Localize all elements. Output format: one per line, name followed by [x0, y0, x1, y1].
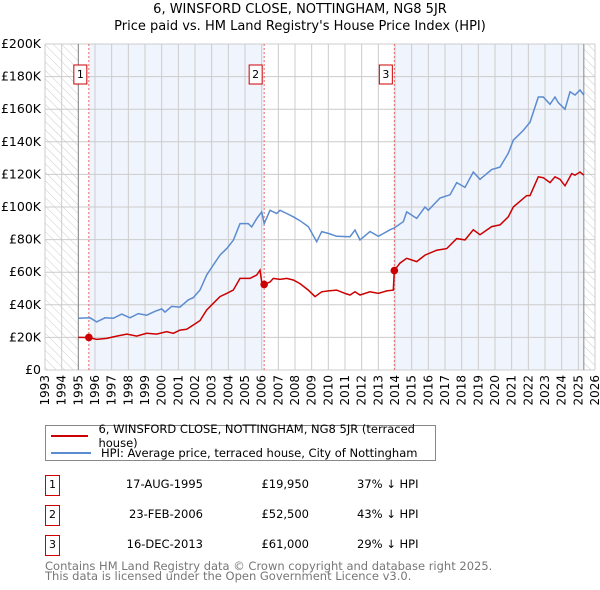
- x-tick-label: 2003: [205, 375, 219, 406]
- x-tick-label: 2008: [288, 375, 302, 406]
- sale-point: [390, 266, 399, 275]
- x-tick-label: 2012: [355, 375, 369, 406]
- sale-number-label: 2: [252, 68, 259, 81]
- y-tick-label: £120K: [1, 166, 42, 181]
- x-tick-label: 2006: [255, 375, 269, 406]
- price-chart: 1 2 3 1993 1994 1995 1996 1997 1998 1999 2000 2001…: [1, 36, 600, 406]
- legend-label: 6, WINSFORD CLOSE, NOTTINGHAM, NG8 5JR (…: [98, 422, 415, 450]
- x-tick-label: 2000: [155, 375, 169, 406]
- transaction-row: 3 16-DEC-2013 £61,000 29% ↓ HPI: [45, 535, 445, 557]
- x-tick-label: 2023: [538, 375, 552, 406]
- x-tick-label: 1994: [55, 375, 69, 406]
- sale-number-label: 3: [382, 68, 389, 81]
- x-tick-label: 2018: [455, 375, 469, 406]
- chart-legend: 6, WINSFORD CLOSE, NOTTINGHAM, NG8 5JR (…: [45, 422, 436, 461]
- x-tick-label: 1998: [121, 375, 135, 406]
- y-tick-label: £140K: [1, 134, 42, 149]
- x-tick-label: 2009: [305, 375, 319, 406]
- x-tick-label: 2010: [321, 375, 335, 406]
- transaction-hpi-diff: 29% ↓ HPI: [357, 537, 419, 551]
- chart-title: 6, WINSFORD CLOSE, NOTTINGHAM, NG8 5JR: [153, 2, 447, 17]
- transaction-price: £19,950: [261, 477, 309, 491]
- x-tick-label: 1995: [71, 375, 85, 406]
- x-tick-label: 2015: [405, 375, 419, 406]
- x-tick-label: 2016: [421, 375, 435, 406]
- sale-number-box: [378, 64, 393, 85]
- transaction-date: 23-FEB-2006: [129, 507, 203, 521]
- x-tick-label: 2004: [221, 375, 235, 406]
- legend-swatch-blue: [51, 452, 91, 454]
- transaction-number: 2: [45, 505, 60, 526]
- x-tick-label: 2005: [238, 375, 252, 406]
- sale-point: [85, 333, 93, 342]
- x-tick-label: 1993: [38, 375, 52, 406]
- transaction-hpi-diff: 37% ↓ HPI: [357, 477, 419, 491]
- y-tick-label: £200K: [1, 36, 42, 51]
- x-tick-label: 2001: [171, 375, 185, 406]
- x-tick-label: 2026: [588, 375, 600, 406]
- transaction-row: 1 17-AUG-1995 £19,950 37% ↓ HPI: [45, 475, 445, 497]
- transaction-price: £52,500: [261, 507, 309, 521]
- x-tick-label: 2019: [471, 375, 485, 406]
- y-tick-label: £60K: [9, 264, 42, 279]
- series-line: [78, 88, 585, 323]
- x-tick-label: 2014: [388, 375, 402, 406]
- y-tick-label: £40K: [9, 297, 42, 312]
- x-tick-label: 2011: [338, 375, 352, 406]
- x-tick-label: 2021: [505, 375, 519, 406]
- y-tick-label: £100K: [1, 199, 42, 214]
- sale-number-label: 1: [77, 68, 84, 81]
- sale-point: [260, 280, 268, 289]
- legend-item-hpi: HPI: Average price, terraced house, City…: [51, 445, 417, 461]
- legend-swatch-red: [51, 435, 89, 437]
- x-tick-label: 1997: [105, 375, 119, 406]
- x-tick-label: 2022: [521, 375, 535, 406]
- x-tick-label: 2025: [571, 375, 585, 406]
- footer-licence: This data is licensed under the Open Gov…: [45, 569, 412, 583]
- transaction-number: 1: [45, 475, 60, 496]
- x-tick-label: 2020: [488, 375, 502, 406]
- transaction-number: 3: [45, 535, 60, 556]
- x-tick-label: 2007: [271, 375, 285, 406]
- x-tick-label: 1999: [138, 375, 152, 406]
- x-tick-label: 2013: [371, 375, 385, 406]
- legend-label: HPI: Average price, terraced house, City…: [101, 446, 418, 460]
- sale-number-box: [248, 64, 263, 85]
- y-tick-label: £160K: [1, 101, 42, 116]
- transaction-date: 17-AUG-1995: [125, 477, 203, 491]
- y-tick-label: £180K: [1, 69, 42, 84]
- footer-copyright: Contains HM Land Registry data © Crown c…: [45, 559, 493, 573]
- x-tick-label: 2024: [555, 375, 569, 406]
- series-line: [78, 171, 585, 341]
- x-tick-label: 1996: [88, 375, 102, 406]
- sale-number-box: [73, 64, 88, 85]
- transaction-price: £61,000: [261, 537, 309, 551]
- y-tick-label: £0: [25, 362, 41, 377]
- y-tick-label: £20K: [9, 329, 42, 344]
- chart-subtitle: Price paid vs. HM Land Registry's House …: [114, 19, 486, 34]
- legend-item-property: 6, WINSFORD CLOSE, NOTTINGHAM, NG8 5JR (…: [51, 422, 435, 450]
- x-tick-label: 2017: [438, 375, 452, 406]
- x-tick-label: 2002: [188, 375, 202, 406]
- transaction-hpi-diff: 43% ↓ HPI: [357, 507, 419, 521]
- transaction-row: 2 23-FEB-2006 £52,500 43% ↓ HPI: [45, 505, 445, 527]
- transaction-date: 16-DEC-2013: [126, 537, 203, 551]
- y-tick-label: £80K: [9, 232, 42, 247]
